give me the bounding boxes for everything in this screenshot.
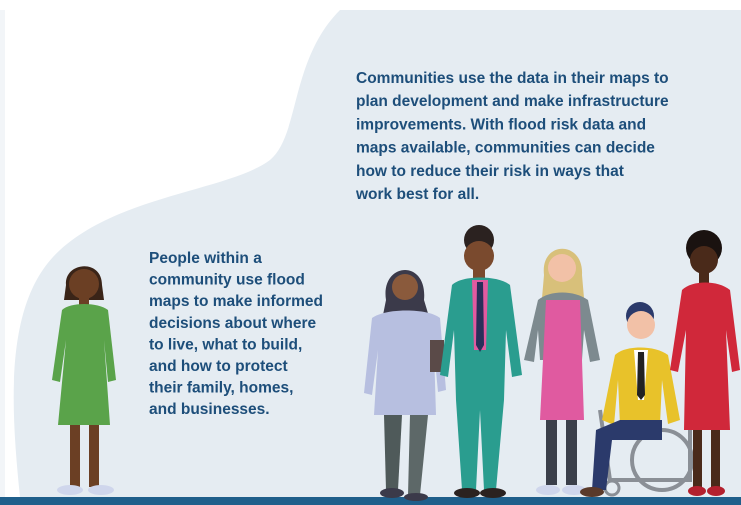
person-red-dress-part [707,486,725,496]
infographic: Communities use the data in their maps t… [0,0,741,505]
person-wheelchair-part [637,352,645,400]
background-blob-part [0,10,5,505]
person-red-dress-part [693,430,702,488]
text-line: and businesses. [149,401,270,418]
text-line: People within a [149,250,262,267]
person-teal-suit-part [454,488,480,498]
person-red-dress-part [699,272,709,284]
person-blonde-part [536,485,560,495]
person-teal-suit-part [480,488,506,498]
text-line: to live, what to build, [149,336,302,353]
ground-bar [0,497,741,505]
person-wheelchair-part [580,487,604,497]
person-green-dress-part [89,425,99,487]
text-line: improvements. With flood risk data and [356,116,646,133]
person-red-dress-part [711,430,720,488]
person-hijab-part [392,274,418,300]
text-line: community use flood [149,272,305,289]
person-green-dress-part [88,485,114,495]
page: Communities use the data in their maps t… [0,0,741,505]
person-red-dress-part [688,486,706,496]
text-line: their family, homes, [149,380,293,397]
person-teal-suit-part [464,241,494,271]
text-line: maps to make informed [149,293,323,310]
person-green-dress-part [52,304,116,425]
text-line: work best for all. [355,186,479,203]
text-line: decisions about where [149,315,316,332]
person-hijab-part [380,488,404,498]
text-line: and how to protect [149,358,288,375]
text-line: how to reduce their risk in ways that [356,163,624,180]
text-line: plan development and make infrastructure [356,93,669,110]
person-blonde-part [546,420,557,485]
person-teal-suit-part [476,282,484,352]
text-line: maps available, communities can decide [356,140,655,157]
person-red-dress-part [690,246,718,274]
person-wheelchair-part [627,311,655,339]
person-green-dress-part [69,269,99,299]
person-hijab-part [404,493,428,501]
person-blonde-part [566,420,577,485]
text-line: Communities use the data in their maps t… [356,70,669,87]
person-blonde-part [540,300,584,420]
person-green-dress-part [70,425,80,487]
person-green-dress-part [57,485,83,495]
person-blonde-part [548,254,576,282]
